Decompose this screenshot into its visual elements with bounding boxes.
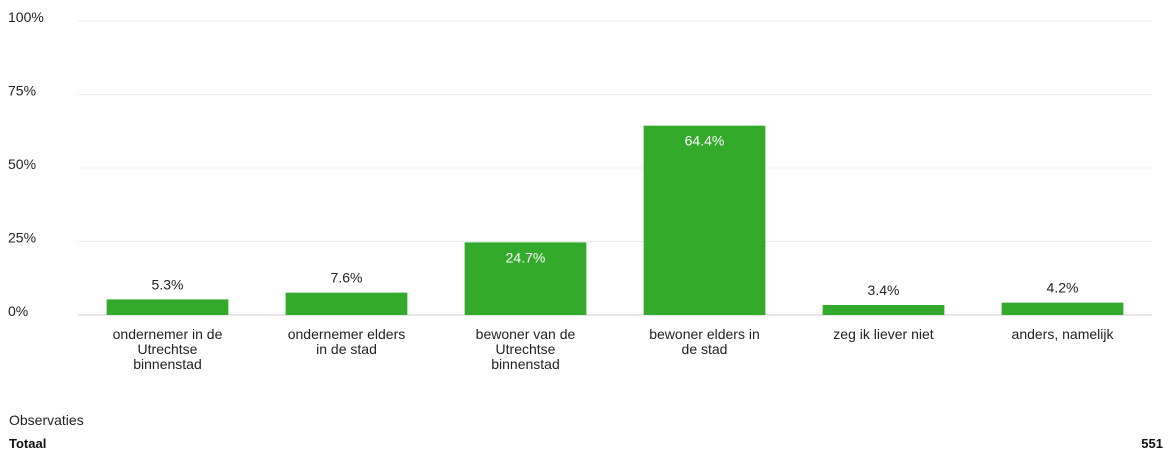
value-labels: 5.3% 7.6% 24.7% 64.4% 3.4% 4.2% [152,133,1079,298]
bar [285,292,408,315]
total-value: 551 [1141,436,1163,451]
bar [822,305,945,315]
bar-value-label: 3.4% [868,282,900,298]
bar [1001,302,1124,315]
y-tick-label: 100% [8,9,44,25]
bar-value-label: 5.3% [152,276,184,292]
x-category-label: ondernemer in de Utrechtse binnenstad [113,326,223,372]
bar-value-label: 4.2% [1047,280,1079,296]
x-axis-categories: ondernemer in de Utrechtse binnenstad onder… [113,326,1115,372]
y-tick-label: 25% [8,230,36,246]
bar-value-label: 7.6% [331,270,363,286]
bar [464,242,587,315]
observations-heading: Observaties [9,412,84,428]
y-tick-label: 0% [8,303,28,319]
x-category-label: ondernemer elders in de stad [288,326,406,357]
y-axis: 0% 25% 50% 75% 100% [8,9,44,319]
bar-chart: 0% 25% 50% 75% 100% 5.3% 7.6% 24.7% 64.4% 3.4% 4.… [8,9,1152,372]
total-row: Totaal 551 [9,436,1163,452]
total-label: Totaal [9,436,47,451]
bar [106,299,229,315]
x-category-label: bewoner van de Utrechtse binnenstad [476,326,576,372]
x-category-label: bewoner elders in de stad [649,326,760,357]
y-tick-label: 75% [8,83,36,99]
bar [643,125,766,315]
y-tick-label: 50% [8,156,36,172]
bar-value-label: 64.4% [685,133,725,149]
x-category-label: anders, namelijk [1012,326,1115,342]
x-category-label: zeg ik liever niet [833,326,933,342]
bar-value-label: 24.7% [506,249,546,265]
bars [106,125,1124,315]
gridlines [78,20,1152,316]
